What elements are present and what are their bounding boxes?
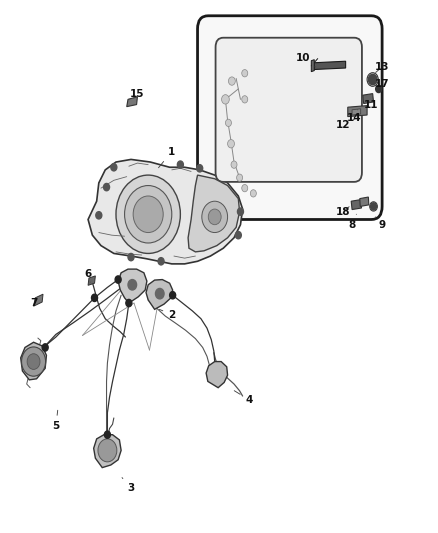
Polygon shape [88, 159, 243, 264]
Polygon shape [127, 97, 138, 107]
Circle shape [237, 208, 244, 215]
Polygon shape [363, 94, 374, 103]
Polygon shape [313, 61, 346, 70]
Circle shape [235, 231, 241, 239]
Circle shape [177, 161, 184, 168]
Circle shape [104, 431, 110, 438]
Polygon shape [88, 276, 95, 285]
Text: 15: 15 [129, 89, 144, 99]
Circle shape [368, 74, 377, 85]
Circle shape [158, 257, 164, 265]
FancyBboxPatch shape [198, 16, 382, 220]
Circle shape [202, 201, 228, 232]
Circle shape [103, 183, 110, 191]
Text: 6: 6 [85, 269, 92, 282]
Polygon shape [188, 175, 240, 252]
Circle shape [116, 175, 180, 254]
Text: 4: 4 [234, 391, 253, 405]
FancyBboxPatch shape [215, 38, 362, 182]
Circle shape [92, 294, 98, 302]
Text: 7: 7 [30, 298, 37, 308]
Circle shape [197, 165, 203, 172]
Text: 13: 13 [375, 62, 389, 72]
Text: 18: 18 [336, 207, 351, 216]
Circle shape [251, 190, 256, 197]
Circle shape [371, 203, 377, 210]
Polygon shape [206, 361, 228, 387]
Polygon shape [34, 294, 43, 306]
Text: 3: 3 [122, 478, 134, 494]
Circle shape [226, 119, 231, 126]
Text: 8: 8 [349, 214, 357, 230]
Polygon shape [360, 197, 369, 206]
Text: 1: 1 [159, 147, 175, 168]
Circle shape [237, 174, 243, 181]
Polygon shape [146, 280, 173, 309]
Circle shape [376, 85, 381, 93]
Text: 2: 2 [159, 309, 175, 320]
Circle shape [242, 96, 248, 103]
Circle shape [21, 347, 46, 376]
Polygon shape [21, 342, 46, 380]
Circle shape [222, 95, 230, 104]
Text: 12: 12 [336, 119, 354, 131]
Text: 5: 5 [52, 410, 60, 431]
Circle shape [126, 300, 132, 306]
Text: 9: 9 [376, 217, 386, 230]
Text: 11: 11 [364, 100, 378, 110]
Circle shape [128, 279, 137, 290]
Text: 14: 14 [347, 110, 361, 123]
Polygon shape [352, 109, 360, 115]
Circle shape [155, 288, 164, 299]
Circle shape [96, 212, 102, 219]
Circle shape [98, 439, 117, 462]
Polygon shape [118, 269, 147, 303]
Circle shape [27, 354, 40, 369]
Circle shape [231, 161, 237, 168]
Circle shape [124, 185, 172, 243]
Circle shape [128, 254, 134, 261]
Text: 17: 17 [375, 79, 389, 88]
Circle shape [242, 70, 248, 77]
Circle shape [42, 344, 48, 351]
Polygon shape [351, 200, 361, 209]
Polygon shape [348, 106, 367, 117]
Polygon shape [311, 60, 314, 71]
Polygon shape [94, 435, 121, 467]
Circle shape [228, 140, 234, 148]
Circle shape [229, 77, 235, 85]
Circle shape [242, 184, 248, 192]
Circle shape [115, 276, 121, 283]
Circle shape [133, 196, 163, 232]
Text: 10: 10 [296, 53, 315, 67]
Circle shape [208, 209, 221, 225]
Circle shape [170, 292, 176, 299]
Circle shape [111, 164, 117, 171]
